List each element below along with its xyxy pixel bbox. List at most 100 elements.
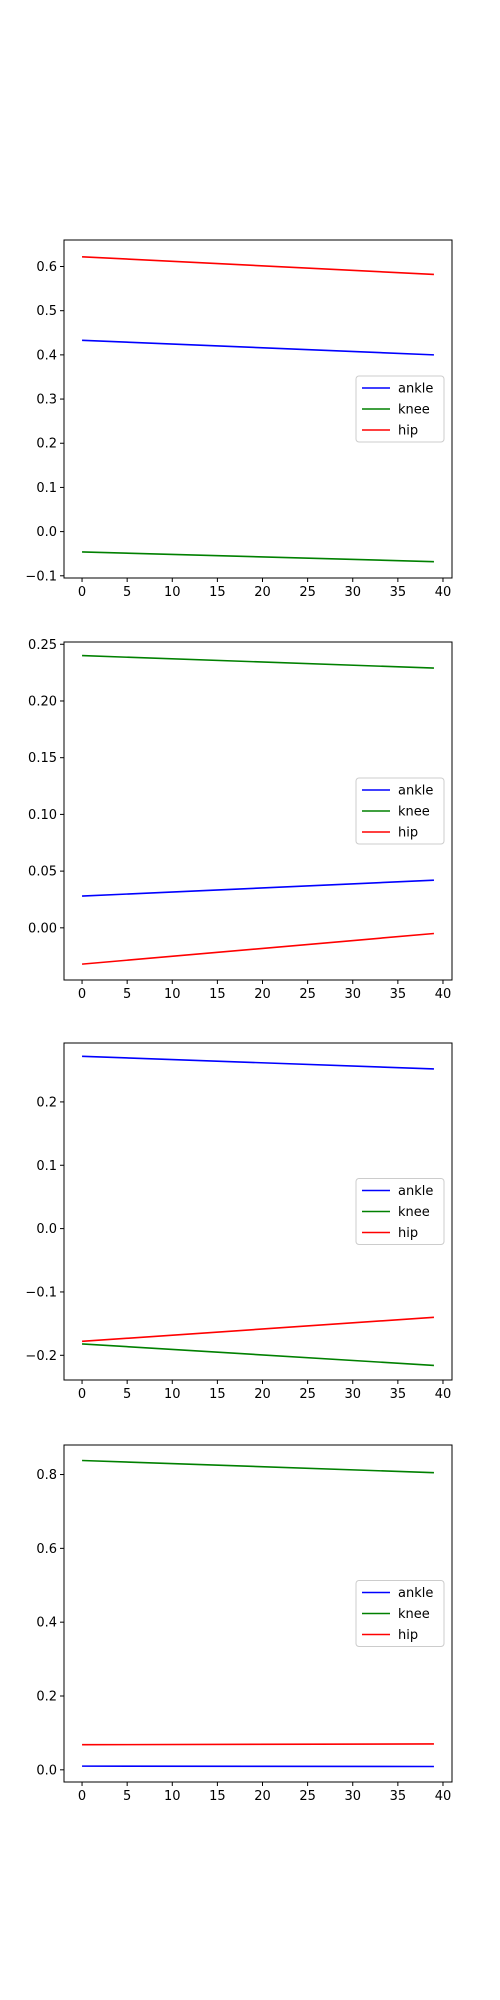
x-tick-label: 0 (78, 1387, 86, 1402)
x-tick-label: 0 (78, 585, 86, 600)
legend-label-hip: hip (398, 1226, 418, 1241)
y-tick-label: 0.4 (36, 348, 57, 363)
y-tick-label: 0.1 (36, 1159, 57, 1174)
axes-frame (63, 1042, 453, 1381)
y-tick-label: 0.6 (36, 1542, 57, 1557)
series-line-knee (82, 654, 434, 669)
series-line-hip (81, 932, 435, 965)
y-tick-label: 0.0 (36, 525, 57, 540)
legend-label-ankle: ankle (398, 382, 433, 397)
x-tick-label: 5 (123, 987, 131, 1002)
subplot-1: 0 5 10 15 20 25 30 35 40 −0.1 0.0 0.1 0.2 0.3 0.4 0.5 0.… (25, 239, 453, 600)
y-tick-label: −0.1 (25, 1285, 57, 1300)
x-tick-label: 40 (435, 585, 452, 600)
y-tick-label: 0.1 (36, 481, 57, 496)
legend: ankle knee hip (355, 375, 445, 443)
x-tick-label: 35 (390, 987, 407, 1002)
y-tick-label: 0.20 (28, 694, 57, 709)
x-tick-label: 35 (390, 1789, 407, 1804)
y-tick-label: 0.0 (36, 1222, 57, 1237)
series-line-hip (82, 255, 434, 276)
x-tick-label: 25 (299, 1387, 316, 1402)
x-tick-label: 25 (299, 987, 316, 1002)
y-tick-label: 0.15 (28, 751, 57, 766)
x-tick-label: 15 (209, 987, 226, 1002)
y-tick-label: 0.00 (28, 921, 57, 936)
x-tick-label: 35 (390, 585, 407, 600)
x-tick-label: 10 (164, 1789, 181, 1804)
legend: ankle knee hip (355, 1580, 445, 1647)
x-tick-label: 30 (344, 987, 361, 1002)
legend-label-knee: knee (398, 403, 430, 418)
legend-label-knee: knee (398, 1607, 430, 1622)
y-tick-label: 0.4 (36, 1616, 57, 1631)
subplot-4: 0 5 10 15 20 25 30 35 40 0.0 0.2 0.4 0.6 0.8 ankle knee… (36, 1444, 453, 1804)
legend-box (355, 1580, 445, 1647)
y-tick-label: 0.2 (36, 437, 57, 452)
x-tick-label: 20 (254, 1387, 271, 1402)
legend-label-ankle: ankle (398, 1184, 433, 1199)
x-tick-label: 0 (78, 987, 86, 1002)
legend-box (355, 375, 445, 443)
legend-label-ankle: ankle (398, 1586, 433, 1601)
legend-label-hip: hip (398, 424, 418, 439)
x-tick-label: 5 (123, 1387, 131, 1402)
x-tick-label: 40 (435, 1789, 452, 1804)
x-tick-label: 15 (209, 1789, 226, 1804)
y-tick-label: 0.05 (28, 865, 57, 880)
legend-label-ankle: ankle (398, 784, 433, 799)
x-tick-label: 15 (209, 1387, 226, 1402)
legend: ankle knee hip (355, 777, 445, 845)
x-tick-label: 30 (344, 1789, 361, 1804)
series-line-knee (82, 1343, 434, 1367)
series-line-ankle (82, 879, 434, 897)
legend-label-knee: knee (398, 1205, 430, 1220)
axes-frame (63, 239, 453, 579)
axes-frame (63, 641, 453, 981)
x-tick-label: 10 (164, 1387, 181, 1402)
series-line-hip (81, 1316, 435, 1343)
x-tick-label: 40 (435, 987, 452, 1002)
x-tick-label: 25 (299, 1789, 316, 1804)
y-tick-label: 0.5 (36, 304, 57, 319)
series-line-knee (82, 551, 434, 563)
legend-label-hip: hip (398, 1628, 418, 1643)
y-tick-label: 0.3 (36, 393, 57, 408)
x-tick-label: 5 (123, 585, 131, 600)
series-line-hip (82, 1743, 434, 1746)
x-tick-label: 25 (299, 585, 316, 600)
x-tick-label: 20 (254, 987, 271, 1002)
series-line-knee (82, 1459, 434, 1474)
y-tick-label: 0.0 (36, 1763, 57, 1778)
x-tick-label: 30 (344, 585, 361, 600)
x-tick-label: 10 (164, 585, 181, 600)
legend-label-hip: hip (398, 826, 418, 841)
subplot-2: 0 5 10 15 20 25 30 35 40 0.00 0.05 0.10 0.15 0.20 0.25… (28, 638, 453, 1002)
y-tick-label: 0.2 (36, 1095, 57, 1110)
x-tick-label: 30 (344, 1387, 361, 1402)
y-tick-label: 0.6 (36, 260, 57, 275)
legend-box (355, 1178, 445, 1245)
legend: ankle knee hip (355, 1178, 445, 1245)
legend-label-knee: knee (398, 805, 430, 820)
y-tick-label: −0.2 (25, 1349, 57, 1364)
series-line-ankle (82, 339, 434, 356)
axes-frame (63, 1444, 453, 1783)
x-tick-label: 0 (78, 1789, 86, 1804)
x-tick-label: 40 (435, 1387, 452, 1402)
x-tick-label: 10 (164, 987, 181, 1002)
x-tick-label: 35 (390, 1387, 407, 1402)
series-line-ankle (82, 1055, 434, 1070)
x-tick-label: 20 (254, 585, 271, 600)
y-tick-label: −0.1 (25, 569, 57, 584)
y-tick-label: 0.8 (36, 1468, 57, 1483)
x-tick-label: 15 (209, 585, 226, 600)
subplot-3: 0 5 10 15 20 25 30 35 40 −0.2 −0.1 0.0 0.1 0.2 ankle kn… (25, 1042, 453, 1402)
y-tick-label: 0.2 (36, 1689, 57, 1704)
x-tick-label: 20 (254, 1789, 271, 1804)
y-tick-label: 0.25 (28, 638, 57, 653)
legend-box (355, 777, 445, 845)
x-tick-label: 5 (123, 1789, 131, 1804)
y-tick-label: 0.10 (28, 808, 57, 823)
